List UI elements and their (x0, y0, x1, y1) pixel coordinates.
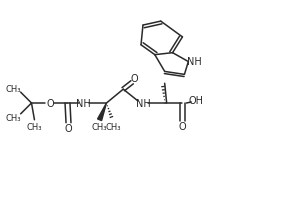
Text: NH: NH (187, 56, 202, 66)
Text: NH: NH (136, 98, 150, 109)
Text: CH₃: CH₃ (92, 123, 107, 132)
Text: CH₃: CH₃ (27, 123, 42, 132)
Text: O: O (130, 74, 138, 84)
Text: O: O (64, 123, 72, 133)
Polygon shape (98, 103, 106, 121)
Text: O: O (179, 121, 186, 131)
Text: CH₃: CH₃ (6, 114, 22, 123)
Text: CH₃: CH₃ (6, 84, 22, 93)
Text: NH: NH (76, 98, 91, 109)
Text: OH: OH (189, 96, 204, 105)
Text: CH₃: CH₃ (106, 123, 121, 132)
Text: O: O (46, 98, 54, 109)
